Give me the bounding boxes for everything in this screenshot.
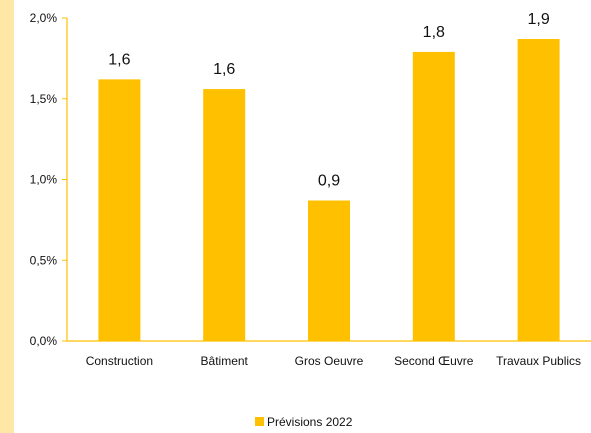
y-tick-label: 0,0%: [30, 334, 58, 348]
category-label: Construction: [86, 354, 153, 368]
axes: [66, 18, 591, 342]
bar: [412, 51, 455, 341]
bar: [308, 200, 350, 341]
y-tick-label: 0,5%: [30, 253, 58, 267]
category-label: Gros Oeuvre: [295, 354, 364, 368]
category-label: Second Œuvre: [394, 354, 474, 368]
data-label: 1,8: [423, 24, 445, 41]
data-labels: 1,6 1,6 0,9 1,8 1,9: [108, 11, 550, 189]
data-label: 1,9: [527, 11, 549, 28]
legend: Prévisions 2022: [255, 415, 353, 429]
category-label: Bâtiment: [201, 354, 249, 368]
legend-label: Prévisions 2022: [267, 415, 353, 429]
data-label: 1,6: [213, 61, 235, 78]
category-label: Travaux Publics: [496, 354, 581, 368]
bars: [98, 38, 560, 342]
x-axis-categories: Construction Bâtiment Gros Oeuvre Second Œu…: [86, 354, 581, 368]
y-tick-label: 2,0%: [30, 11, 58, 25]
y-axis-ticks: 0,0% 0,5% 1,0% 1,5% 2,0%: [30, 11, 67, 348]
y-tick-label: 1,0%: [30, 173, 58, 187]
data-label: 0,9: [318, 172, 340, 189]
data-label: 1,6: [108, 51, 130, 68]
decorative-side-band: [0, 0, 14, 433]
bar: [517, 38, 560, 342]
y-tick-label: 1,5%: [30, 92, 58, 106]
legend-swatch: [255, 417, 264, 426]
bar: [98, 79, 141, 342]
bar: [203, 89, 246, 341]
